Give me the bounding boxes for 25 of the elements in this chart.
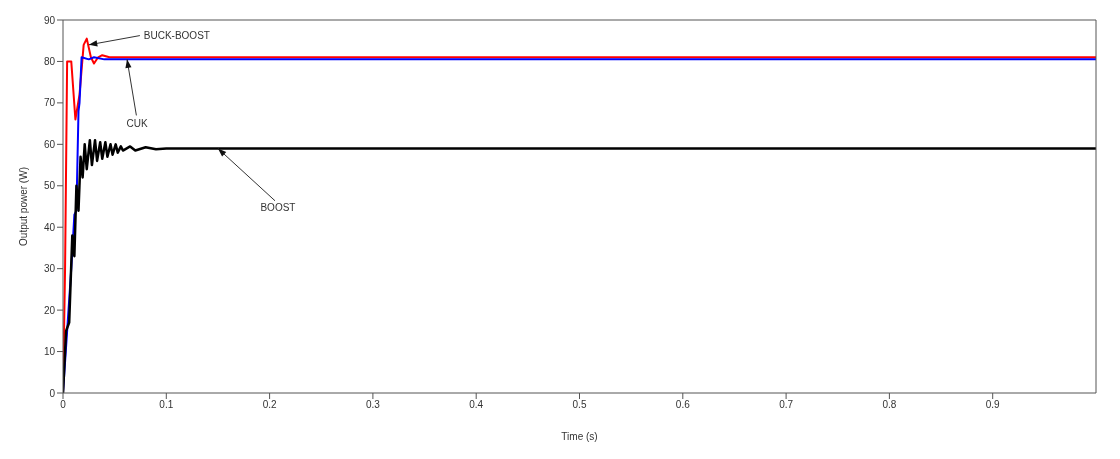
x-tick-label: 0.5	[572, 399, 587, 411]
y-tick-label: 0	[49, 387, 56, 399]
x-tick-label: 0.1	[159, 399, 174, 411]
y-tick-label: 30	[43, 263, 56, 275]
y-tick-label: 20	[43, 304, 56, 316]
y-tick-label: 50	[43, 180, 56, 192]
annotation: BUCK-BOOST	[143, 29, 210, 41]
y-tick-label: 60	[43, 138, 56, 150]
x-tick-label: 0.6	[675, 399, 691, 411]
y-tick-label: 80	[43, 55, 56, 67]
x-tick-label: 0	[60, 399, 67, 411]
x-tick-label: 0.4	[469, 399, 484, 411]
y-tick-label: 10	[43, 346, 56, 358]
x-tick-label: 0.8	[882, 399, 897, 411]
annotation: CUK	[126, 118, 148, 130]
y-tick-label: 90	[43, 14, 56, 26]
x-tick-label: 0.2	[262, 399, 277, 411]
x-axis-title: Time (s)	[561, 431, 598, 442]
x-tick-label: 0.7	[779, 399, 794, 411]
x-tick-label: 0.9	[985, 399, 1001, 411]
y-tick-label: 70	[43, 97, 56, 109]
y-tick-label: 40	[43, 221, 56, 233]
y-axis-title: Output power (W)	[17, 167, 29, 246]
x-tick-label: 0.3	[365, 399, 381, 411]
annotation: BOOST	[260, 202, 296, 214]
